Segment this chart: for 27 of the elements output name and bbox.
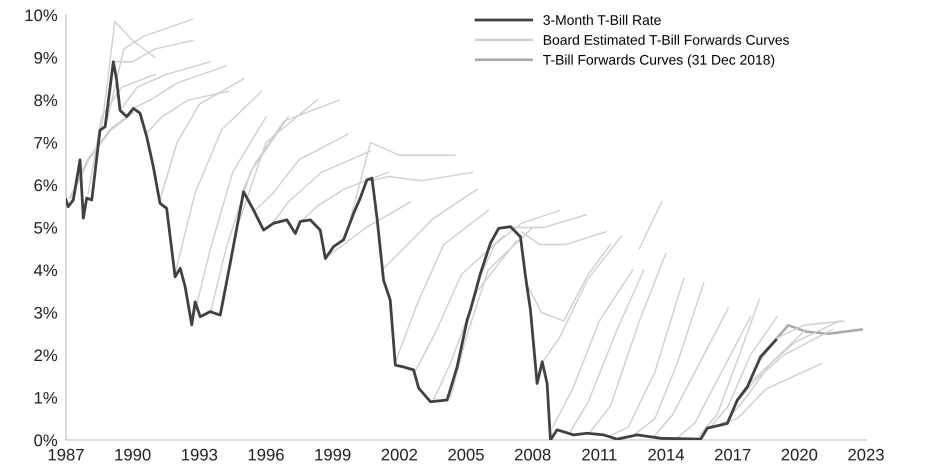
legend-label: Board Estimated T-Bill Forwards Curves (544, 34, 790, 45)
y-tick-label: 5% (34, 222, 58, 234)
x-tick-label: 2014 (648, 448, 684, 461)
y-tick-label: 0% (34, 434, 58, 446)
y-tick-label: 10% (26, 9, 58, 22)
y-tick-label: 3% (34, 306, 58, 319)
y-tick-label: 9% (34, 52, 58, 64)
x-tick-label: 2020 (782, 448, 818, 461)
y-tick-label: 2% (34, 349, 58, 362)
x-tick-label: 2011 (582, 448, 616, 461)
y-tick-label: 8% (34, 94, 58, 106)
x-tick-label: 2017 (714, 448, 750, 461)
x-tick-label: 2023 (848, 448, 884, 461)
x-tick-label: 2005 (448, 448, 484, 461)
legend-label: T-Bill Forwards Curves (31 Dec 2018) (543, 54, 774, 68)
y-tick-label: 7% (34, 136, 58, 149)
x-tick-label: 1999 (315, 448, 350, 461)
y-tick-label: 4% (34, 264, 58, 276)
x-tick-label: 1987 (48, 448, 84, 461)
y-tick-label: 1% (34, 392, 58, 404)
legend-label: 3-Month T-Bill Rate (543, 14, 661, 25)
x-tick-label: 1993 (182, 448, 218, 461)
x-tick-label: 1996 (248, 448, 284, 461)
x-tick-label: 2002 (382, 448, 418, 461)
x-tick-label: 2008 (514, 448, 550, 461)
y-tick-label: 6% (34, 179, 58, 192)
x-tick-label: 1990 (115, 448, 151, 461)
